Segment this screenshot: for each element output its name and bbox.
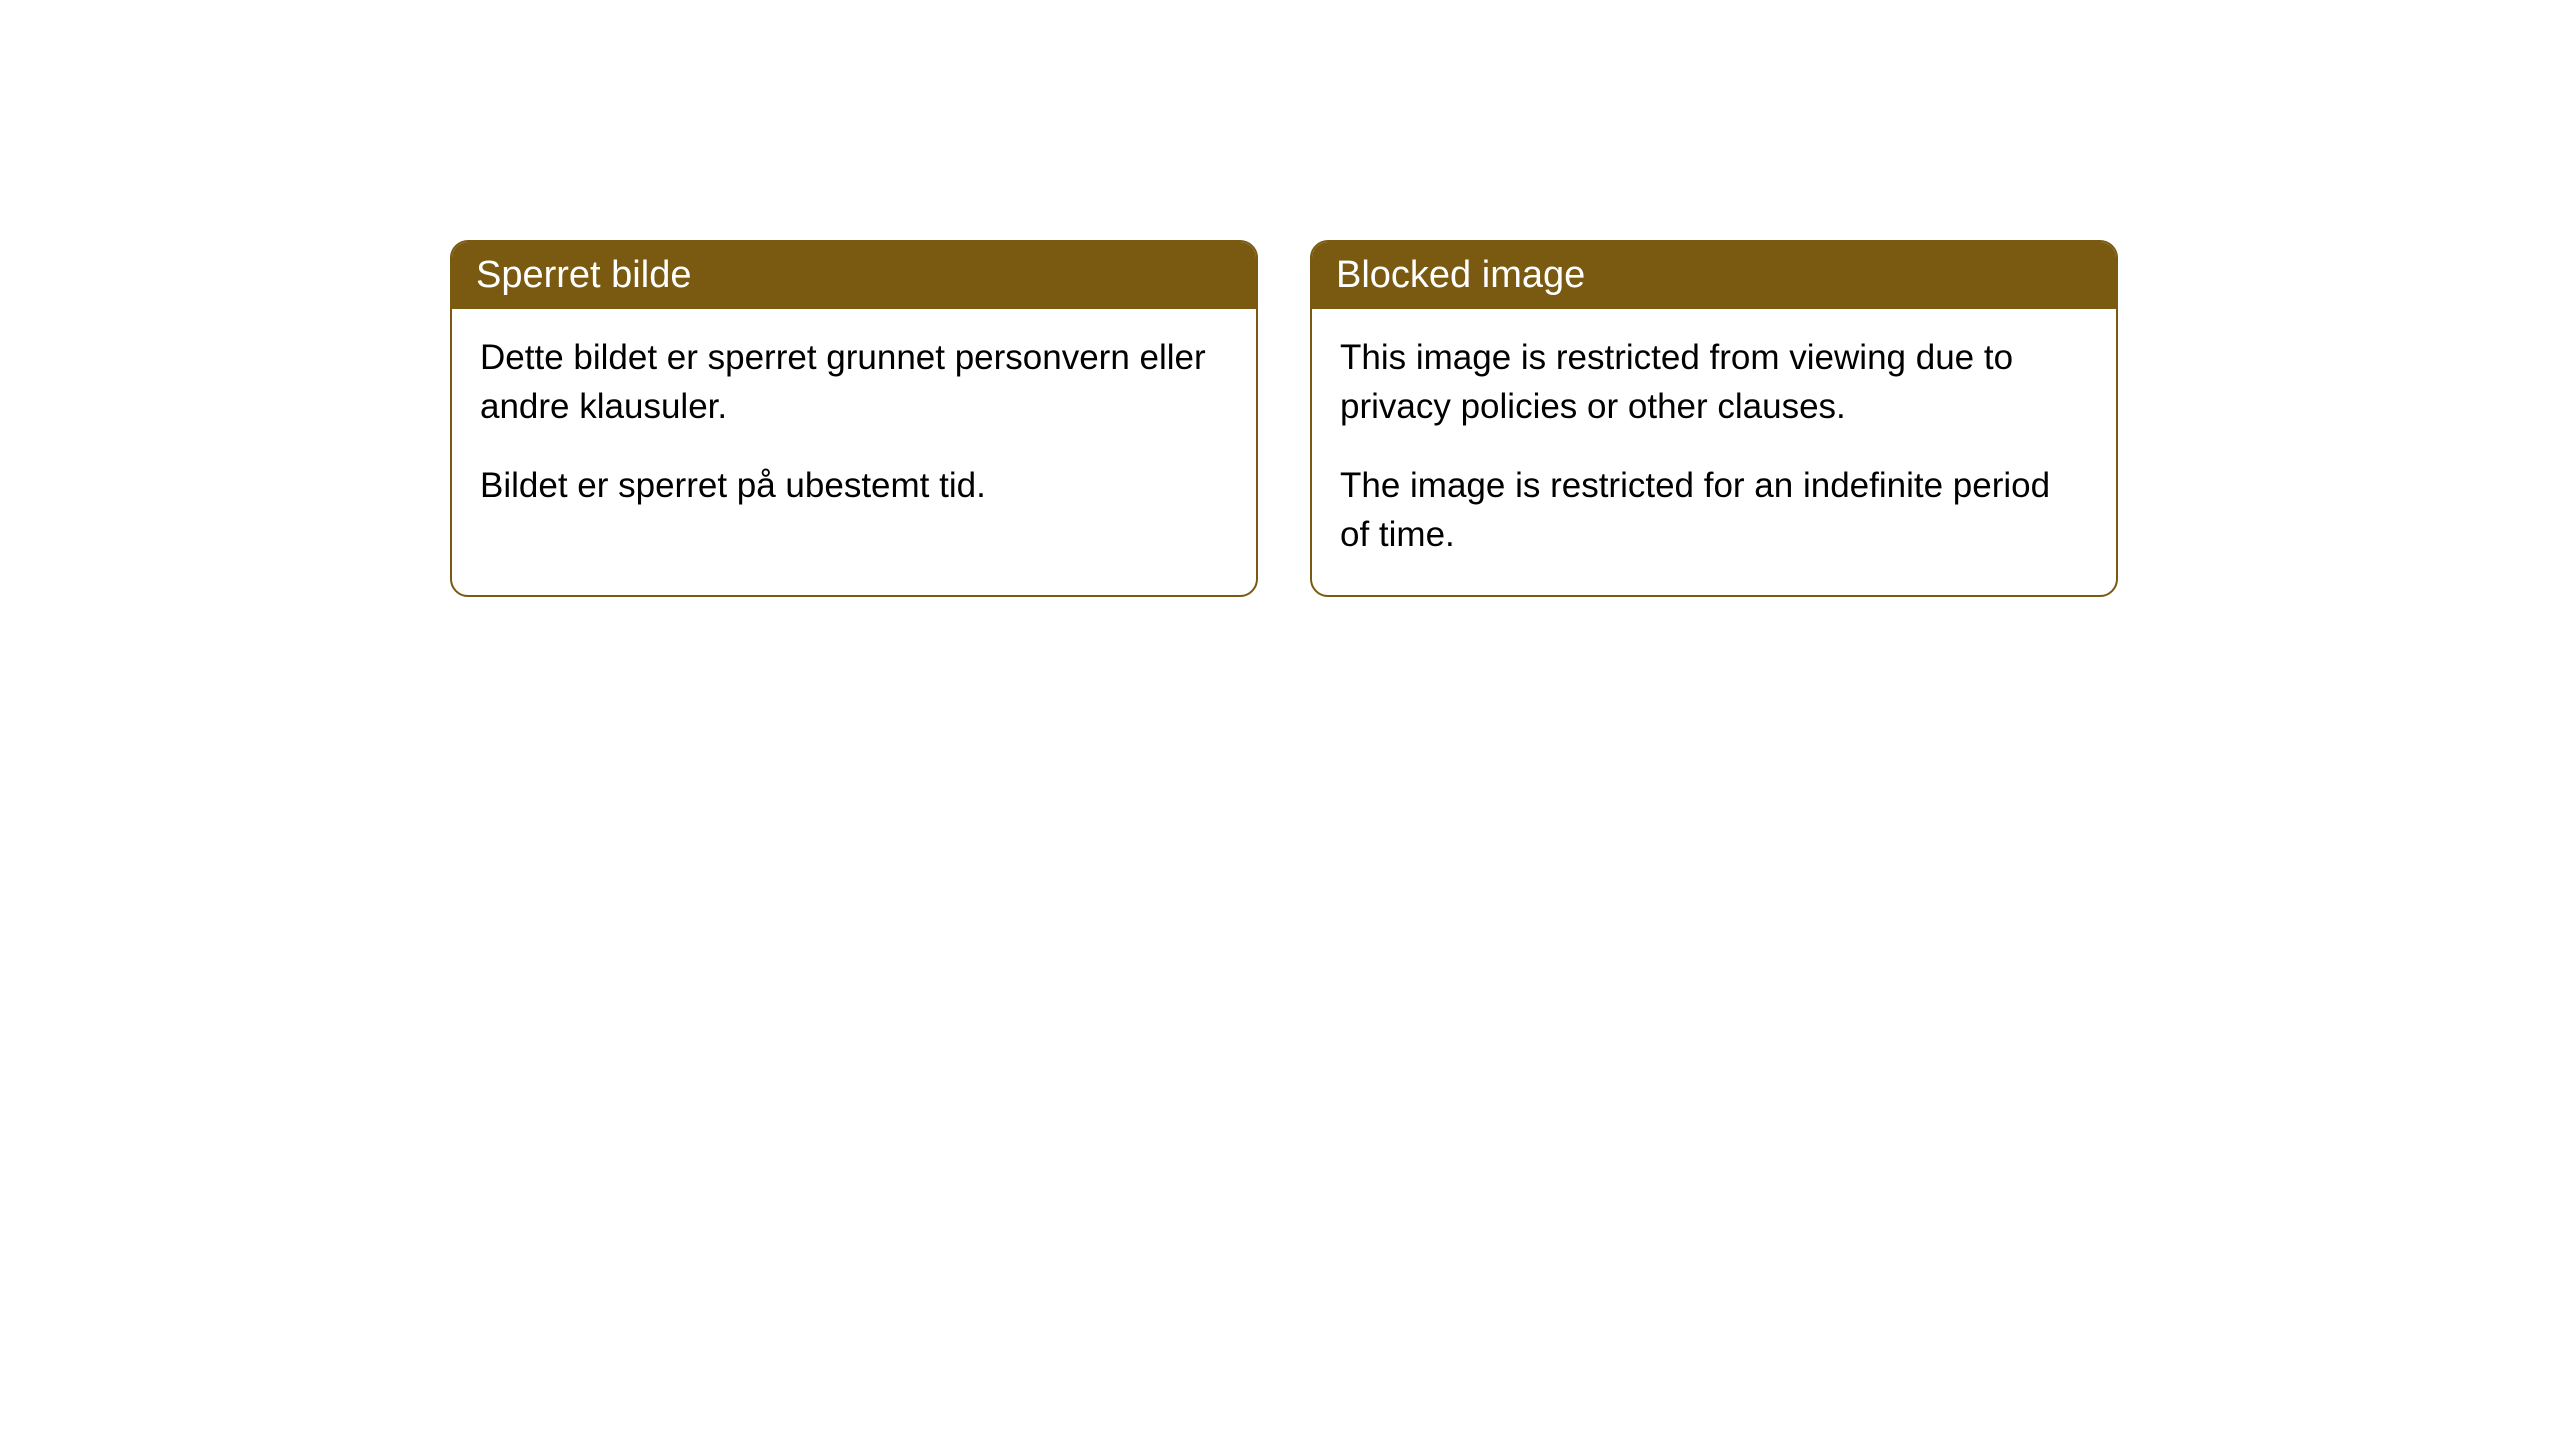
- card-paragraph-2: Bildet er sperret på ubestemt tid.: [480, 461, 1228, 510]
- notice-cards-container: Sperret bilde Dette bildet er sperret gr…: [450, 240, 2118, 597]
- card-paragraph-2: The image is restricted for an indefinit…: [1340, 461, 2088, 559]
- card-body-english: This image is restricted from viewing du…: [1312, 309, 2116, 595]
- card-header-norwegian: Sperret bilde: [452, 242, 1256, 309]
- card-paragraph-1: Dette bildet er sperret grunnet personve…: [480, 333, 1228, 431]
- card-header-english: Blocked image: [1312, 242, 2116, 309]
- card-title: Blocked image: [1336, 254, 1585, 296]
- card-title: Sperret bilde: [476, 254, 691, 296]
- card-body-norwegian: Dette bildet er sperret grunnet personve…: [452, 309, 1256, 546]
- blocked-image-card-english: Blocked image This image is restricted f…: [1310, 240, 2118, 597]
- blocked-image-card-norwegian: Sperret bilde Dette bildet er sperret gr…: [450, 240, 1258, 597]
- card-paragraph-1: This image is restricted from viewing du…: [1340, 333, 2088, 431]
